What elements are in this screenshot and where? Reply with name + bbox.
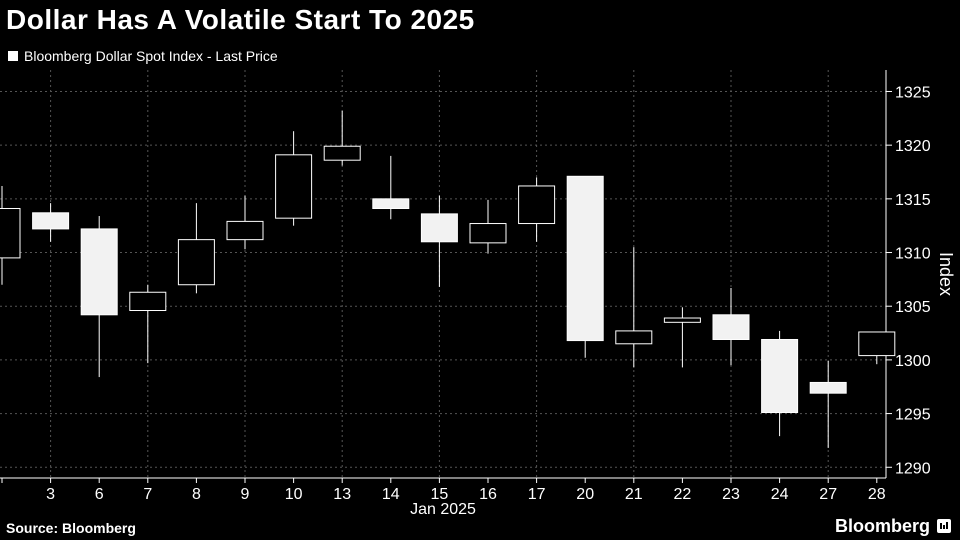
y-tick-label: 1315 <box>895 192 931 209</box>
candle-body-24 <box>761 338 799 414</box>
x-tick-label: 14 <box>382 486 400 503</box>
y-tick-label: 1320 <box>895 138 931 155</box>
brand-logo-text: Bloomberg <box>834 516 930 536</box>
x-tick-label: 21 <box>625 486 643 503</box>
y-tick-label: 1300 <box>895 353 931 370</box>
x-tick-label: 23 <box>722 486 740 503</box>
candle-body-9 <box>226 220 264 241</box>
chart-legend: Bloomberg Dollar Spot Index - Last Price <box>8 48 278 64</box>
y-tick-label: 1325 <box>895 84 931 101</box>
candle-body-10 <box>275 154 313 219</box>
x-tick-label: 16 <box>479 486 497 503</box>
candle-body-8 <box>177 239 215 286</box>
candle-body-22 <box>663 317 701 323</box>
candle-body-17 <box>518 185 556 225</box>
candle-body-21 <box>615 330 653 345</box>
y-axis-label: Index <box>936 252 956 296</box>
candle-body-20 <box>566 175 604 342</box>
candle-body-23 <box>712 314 750 340</box>
candle-body-14 <box>372 198 410 210</box>
x-tick-label: 9 <box>241 486 250 503</box>
chart-title: Dollar Has A Volatile Start To 2025 <box>6 4 475 35</box>
candle-body-2 <box>0 208 21 259</box>
candle-body-7 <box>129 291 167 312</box>
candle-body-6 <box>80 228 118 316</box>
x-tick-label: 28 <box>868 486 886 503</box>
candle-body-3 <box>32 212 70 230</box>
x-tick-label: 15 <box>431 486 449 503</box>
candle-body-27 <box>809 381 847 394</box>
x-tick-label: 8 <box>192 486 201 503</box>
x-tick-label: 7 <box>143 486 152 503</box>
candle-body-13 <box>323 145 361 161</box>
terminal-icon <box>937 519 951 533</box>
candle-body-15 <box>420 213 458 243</box>
x-tick-label: 17 <box>528 486 546 503</box>
x-tick-label: 13 <box>333 486 351 503</box>
x-tick-label: 10 <box>285 486 303 503</box>
candle-body-16 <box>469 223 507 244</box>
x-tick-label: 24 <box>771 486 789 503</box>
y-tick-label: 1290 <box>895 460 931 477</box>
candle-body-28 <box>858 331 896 357</box>
legend-swatch <box>8 51 18 61</box>
x-tick-label: 22 <box>674 486 692 503</box>
x-tick-label: 27 <box>819 486 837 503</box>
y-tick-label: 1310 <box>895 246 931 263</box>
source-note: Source: Bloomberg <box>6 520 136 536</box>
x-tick-label: 20 <box>576 486 594 503</box>
legend-label: Bloomberg Dollar Spot Index - Last Price <box>24 48 278 64</box>
x-tick-label: 6 <box>95 486 104 503</box>
y-tick-label: 1305 <box>895 299 931 316</box>
x-axis-label: Jan 2025 <box>410 501 476 518</box>
y-tick-label: 1295 <box>895 407 931 424</box>
x-tick-label: 3 <box>46 486 55 503</box>
